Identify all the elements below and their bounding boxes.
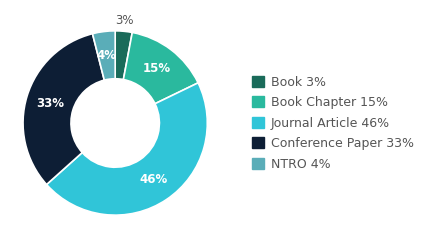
Legend: Book 3%, Book Chapter 15%, Journal Article 46%, Conference Paper 33%, NTRO 4%: Book 3%, Book Chapter 15%, Journal Artic… (248, 72, 417, 174)
Wedge shape (23, 34, 104, 184)
Text: 33%: 33% (36, 97, 64, 110)
Text: 15%: 15% (143, 62, 171, 75)
Wedge shape (47, 83, 207, 215)
Text: 3%: 3% (116, 14, 134, 27)
Wedge shape (115, 31, 132, 79)
Wedge shape (124, 32, 198, 104)
Wedge shape (93, 31, 115, 80)
Text: 46%: 46% (139, 173, 167, 186)
Text: 4%: 4% (97, 49, 117, 62)
